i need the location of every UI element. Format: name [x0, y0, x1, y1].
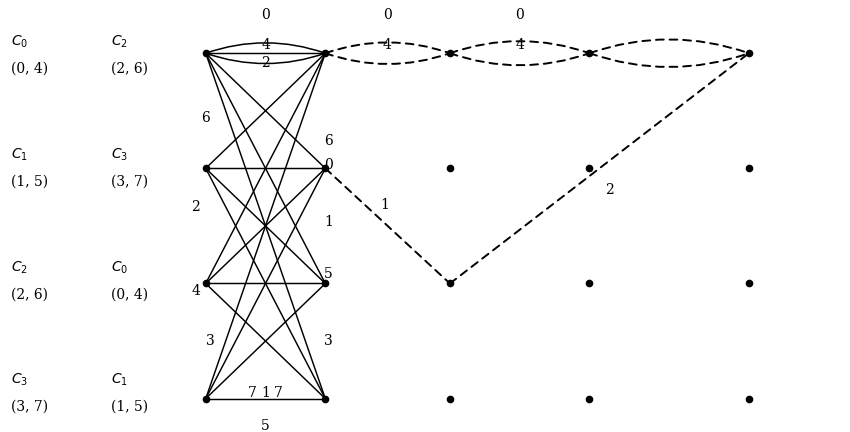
Text: 4: 4 [382, 38, 392, 51]
Text: 4: 4 [261, 38, 270, 51]
Text: (3, 7): (3, 7) [111, 175, 148, 189]
Text: 1: 1 [324, 215, 332, 229]
Text: $C_1$: $C_1$ [111, 371, 128, 388]
Text: $C_2$: $C_2$ [111, 34, 128, 50]
Text: 5: 5 [324, 267, 332, 281]
Text: 5: 5 [261, 419, 270, 432]
Text: $C_3$: $C_3$ [11, 371, 28, 388]
Text: 0: 0 [515, 8, 524, 22]
Text: (0, 4): (0, 4) [11, 61, 48, 76]
Text: (1, 5): (1, 5) [111, 399, 148, 413]
Text: 6: 6 [201, 111, 210, 125]
Text: (2, 6): (2, 6) [11, 288, 48, 302]
Text: 2: 2 [261, 56, 270, 70]
Text: 0: 0 [324, 158, 332, 172]
Text: 0: 0 [382, 8, 392, 22]
Text: 3: 3 [324, 334, 332, 348]
Text: 6: 6 [324, 134, 332, 149]
Text: $C_1$: $C_1$ [11, 147, 28, 163]
Text: (2, 6): (2, 6) [111, 61, 148, 76]
Text: $C_0$: $C_0$ [111, 260, 128, 276]
Text: (1, 5): (1, 5) [11, 175, 48, 189]
Text: 4: 4 [515, 38, 524, 51]
Text: 2: 2 [605, 184, 614, 197]
Text: $C_0$: $C_0$ [11, 34, 29, 50]
Text: 2: 2 [191, 200, 200, 214]
Text: (3, 7): (3, 7) [11, 399, 48, 413]
Text: 7: 7 [248, 386, 257, 400]
Text: 1: 1 [381, 198, 389, 212]
Text: 4: 4 [191, 284, 201, 298]
Text: $C_3$: $C_3$ [111, 147, 128, 163]
Text: 7: 7 [274, 386, 283, 400]
Text: 1: 1 [261, 386, 270, 400]
Text: 3: 3 [207, 334, 215, 348]
Text: (0, 4): (0, 4) [111, 288, 148, 302]
Text: $C_2$: $C_2$ [11, 260, 28, 276]
Text: 0: 0 [261, 8, 270, 22]
